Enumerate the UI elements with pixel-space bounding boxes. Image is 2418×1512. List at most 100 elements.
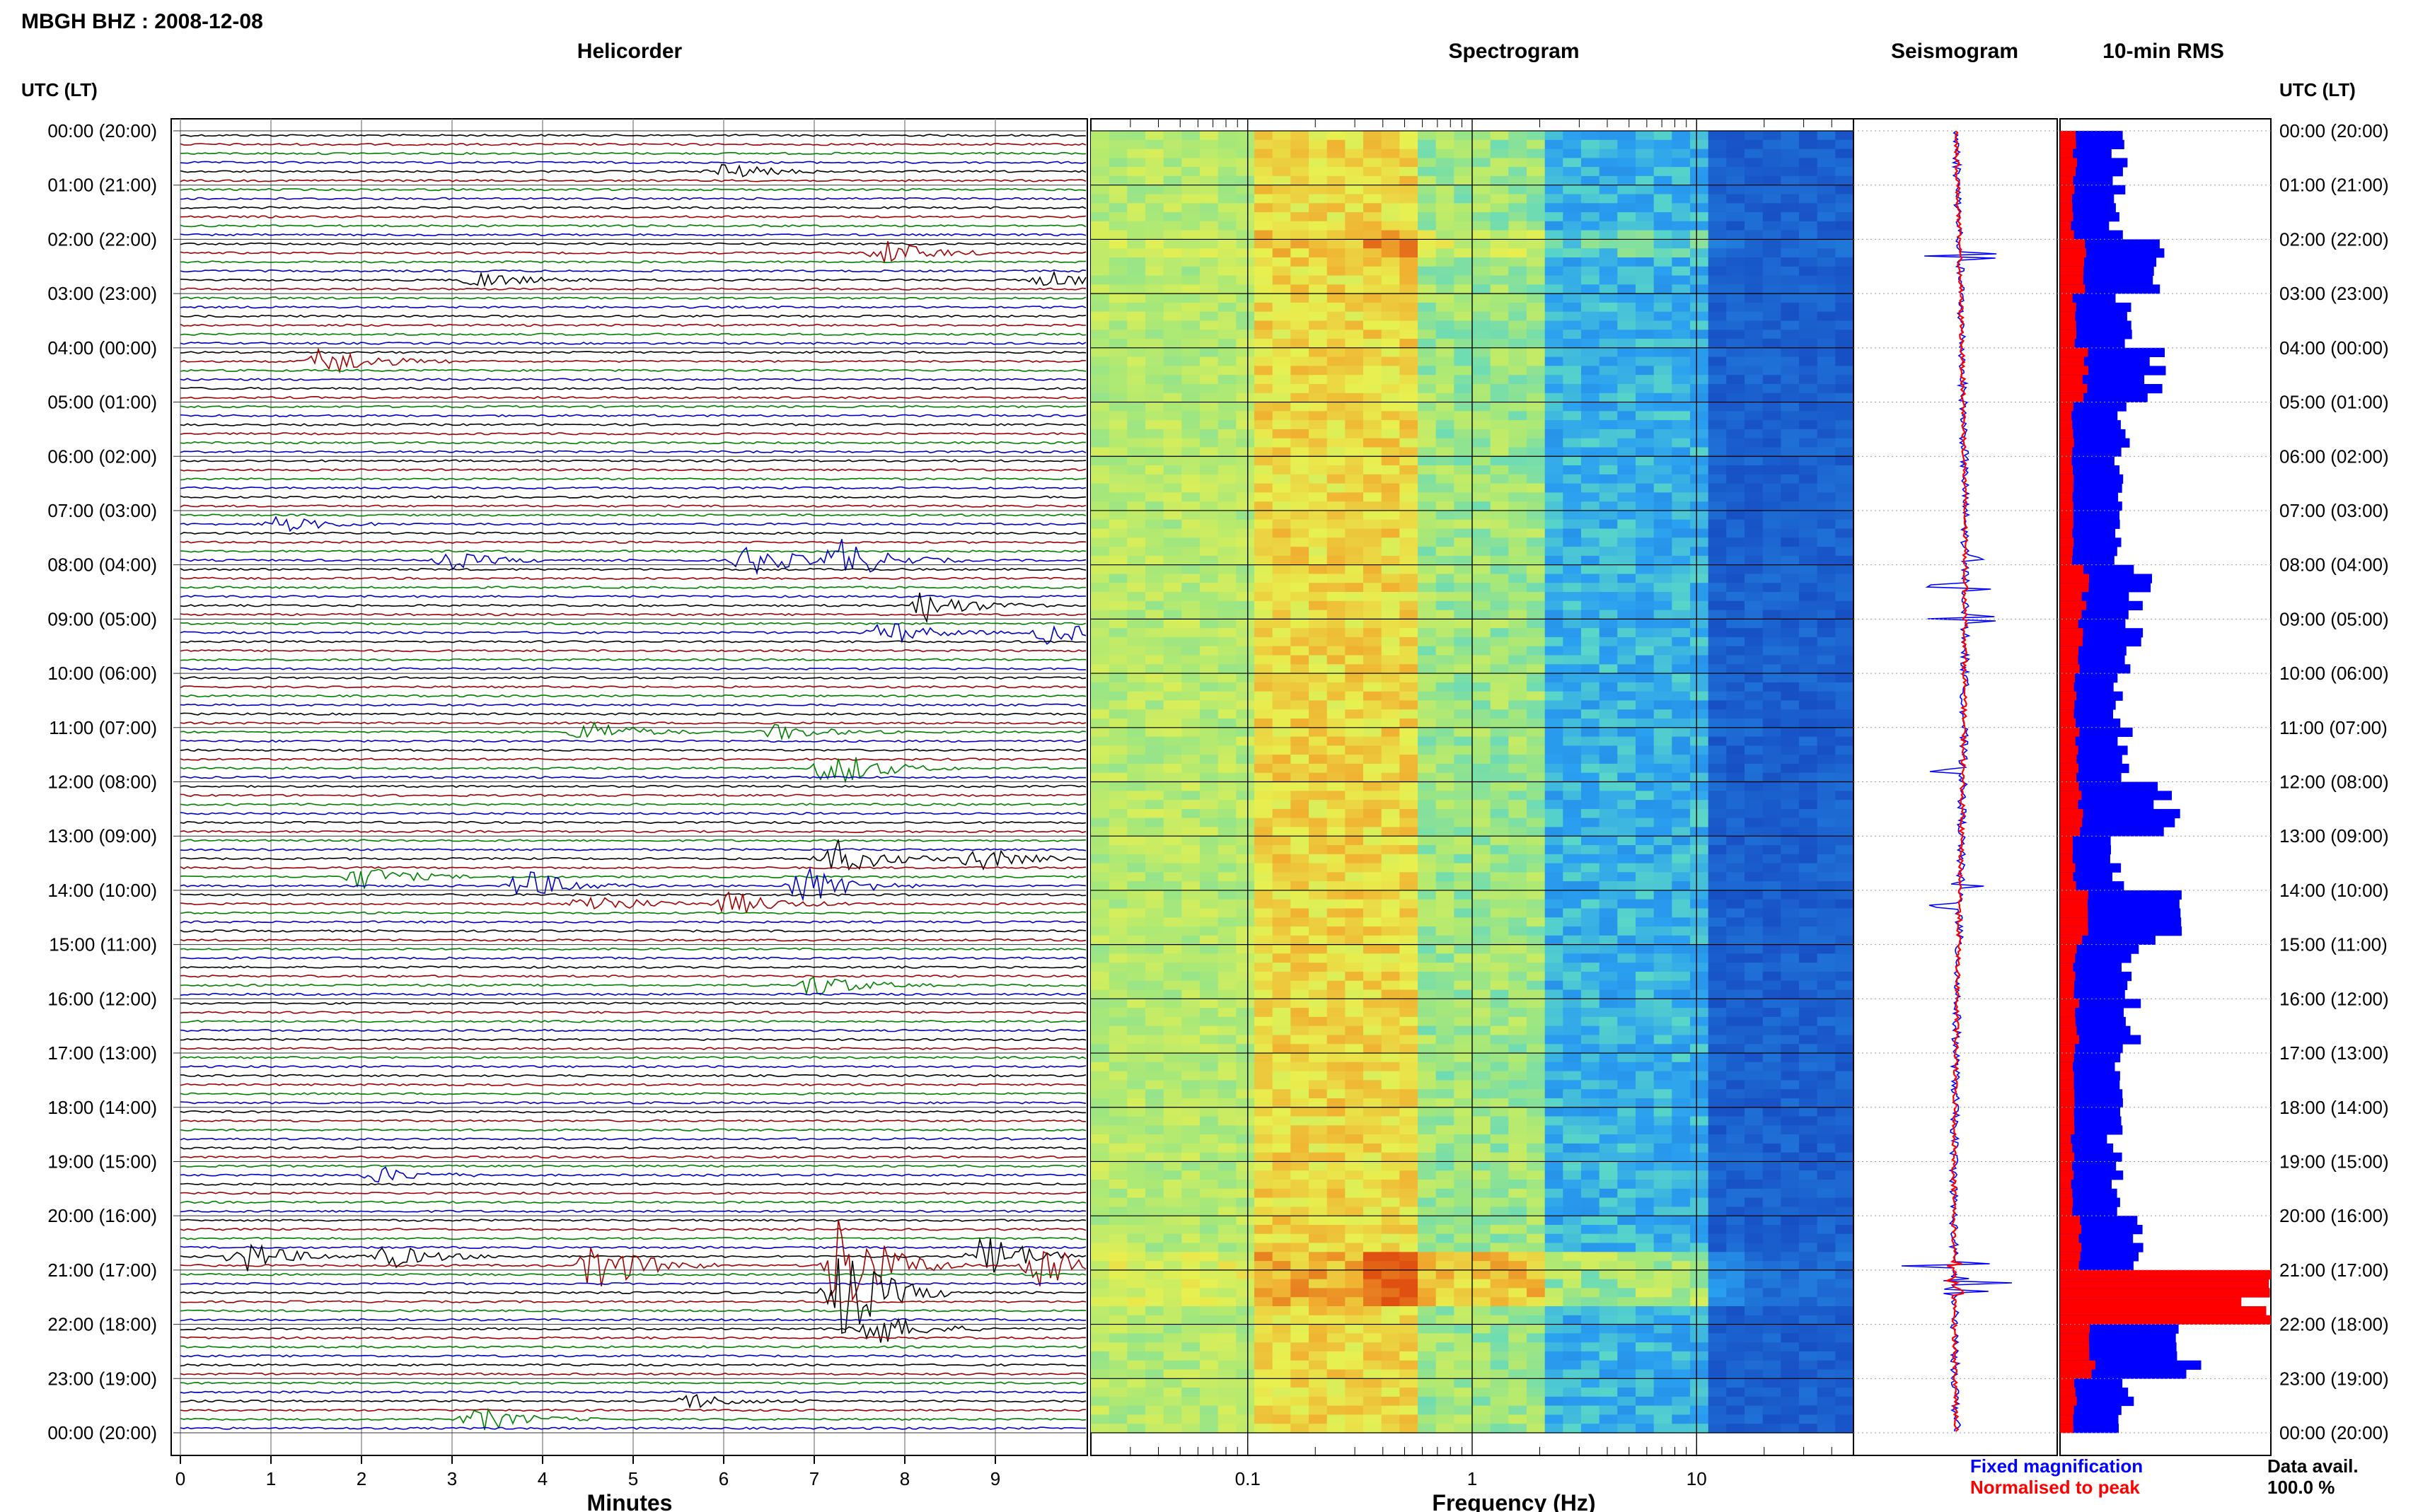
spectrogram-cell [1418, 646, 1437, 656]
spectrogram-cell [1708, 709, 1727, 719]
spectrogram-cell [1091, 592, 1110, 602]
spectrogram-cell [1200, 203, 1219, 213]
spectrogram-cell [1236, 1143, 1255, 1153]
spectrogram-cell [1127, 1071, 1146, 1081]
spectrogram-cell [1527, 564, 1546, 575]
spectrogram-cell [1690, 248, 1709, 258]
helicorder-trace [180, 1166, 1087, 1183]
spectrogram-cell [1508, 167, 1527, 177]
spectrogram-cell [1799, 583, 1818, 593]
spectrogram-cell [1490, 465, 1509, 475]
spectrogram-cell [1563, 302, 1582, 313]
spectrogram-cell [1599, 808, 1618, 819]
spectrogram-cell [1181, 438, 1201, 448]
spectrogram-cell [1527, 185, 1546, 195]
spectrogram-cell [1636, 311, 1655, 322]
spectrogram-cell [1726, 917, 1745, 927]
spectrogram-cell [1617, 610, 1636, 620]
spectrogram-cell [1272, 402, 1291, 412]
spectrogram-cell [1254, 347, 1273, 358]
spectrogram-cell [1254, 1098, 1273, 1108]
spectrogram-cell [1817, 230, 1836, 240]
spectrogram-cell [1217, 149, 1237, 158]
spectrogram-cell [1345, 745, 1364, 755]
spectrogram-cell [1762, 203, 1781, 213]
minute-tick-label: 5 [628, 1468, 638, 1489]
spectrogram-cell [1399, 1044, 1418, 1054]
spectrogram-cell [1799, 972, 1818, 982]
spectrogram-cell [1345, 221, 1364, 231]
spectrogram-cell [1418, 953, 1437, 963]
spectrogram-cell [1272, 890, 1291, 900]
spectrogram-cell [1745, 727, 1764, 738]
spectrogram-cell [1563, 555, 1582, 566]
spectrogram-cell [1745, 356, 1764, 366]
spectrogram-cell [1490, 881, 1509, 891]
spectrogram-cell [1254, 131, 1273, 141]
spectrogram-cell [1326, 320, 1346, 330]
spectrogram-cell [1817, 456, 1836, 466]
spectrogram-cell [1272, 808, 1291, 819]
spectrogram-cell [1617, 944, 1636, 954]
spectrogram-cell [1091, 836, 1110, 846]
spectrogram-cell [1672, 1080, 1691, 1090]
spectrogram-cell [1653, 863, 1672, 873]
spectrogram-cell [1708, 347, 1727, 358]
spectrogram-cell [1326, 330, 1346, 339]
spectrogram-cell [1745, 1062, 1764, 1072]
spectrogram-cell [1708, 636, 1727, 647]
spectrogram-cell [1490, 592, 1509, 602]
spectrogram-cell [1781, 926, 1800, 936]
spectrogram-cell [1181, 655, 1201, 665]
spectrogram-cell [1617, 1116, 1636, 1126]
spectrogram-cell [1599, 881, 1618, 891]
spectrogram-cell [1617, 1134, 1636, 1144]
spectrogram-cell [1454, 845, 1473, 855]
spectrogram-cell [1508, 818, 1527, 827]
spectrogram-cell [1381, 167, 1400, 177]
spectrogram-cell [1762, 972, 1781, 982]
spectrogram-cell [1563, 1053, 1582, 1063]
spectrogram-cell [1145, 519, 1164, 530]
spectrogram-cell [1726, 700, 1745, 710]
spectrogram-cell [1563, 989, 1582, 999]
spectrogram-cell [1544, 899, 1563, 909]
spectrogram-cell [1127, 492, 1146, 502]
spectrogram-cell [1091, 908, 1110, 918]
spectrogram-cell [1345, 899, 1364, 909]
spectrogram-cell [1381, 628, 1400, 638]
spectrogram-cell [1236, 926, 1255, 936]
spectrogram-cell [1690, 727, 1709, 738]
spectrogram-cell [1527, 763, 1546, 774]
spectrogram-cell [1472, 501, 1491, 511]
spectrogram-cell [1454, 1161, 1473, 1171]
spectrogram-cell [1236, 167, 1255, 177]
spectrogram-cell [1835, 845, 1854, 855]
spectrogram-cell [1581, 492, 1600, 502]
spectrogram-cell [1527, 1152, 1546, 1163]
spectrogram-cell [1326, 1134, 1346, 1144]
spectrogram-cell [1290, 1016, 1309, 1027]
spectrogram-cell [1762, 537, 1781, 547]
spectrogram-cell [1272, 320, 1291, 330]
helicorder-trace [180, 1083, 1087, 1087]
spectrogram-cell [1690, 818, 1709, 827]
spectrogram-cell [1254, 420, 1273, 430]
spectrogram-cell [1145, 827, 1164, 837]
spectrogram-cell [1454, 375, 1473, 385]
spectrogram-cell [1309, 1116, 1328, 1126]
spectrogram-cell [1672, 212, 1691, 222]
spectrogram-cell [1236, 1071, 1255, 1081]
spectrogram-cell [1762, 375, 1781, 385]
spectrogram-cell [1544, 339, 1563, 349]
spectrogram-cell [1145, 501, 1164, 511]
spectrogram-cell [1817, 691, 1836, 702]
spectrogram-cell [1109, 564, 1128, 575]
spectrogram-cell [1508, 600, 1527, 611]
spectrogram-cell [1345, 628, 1364, 638]
spectrogram-cell [1109, 845, 1128, 855]
spectrogram-cell [1127, 139, 1146, 150]
spectrogram-cell [1617, 926, 1636, 936]
spectrogram-cell [1109, 185, 1128, 195]
spectrogram-cell [1508, 347, 1527, 358]
